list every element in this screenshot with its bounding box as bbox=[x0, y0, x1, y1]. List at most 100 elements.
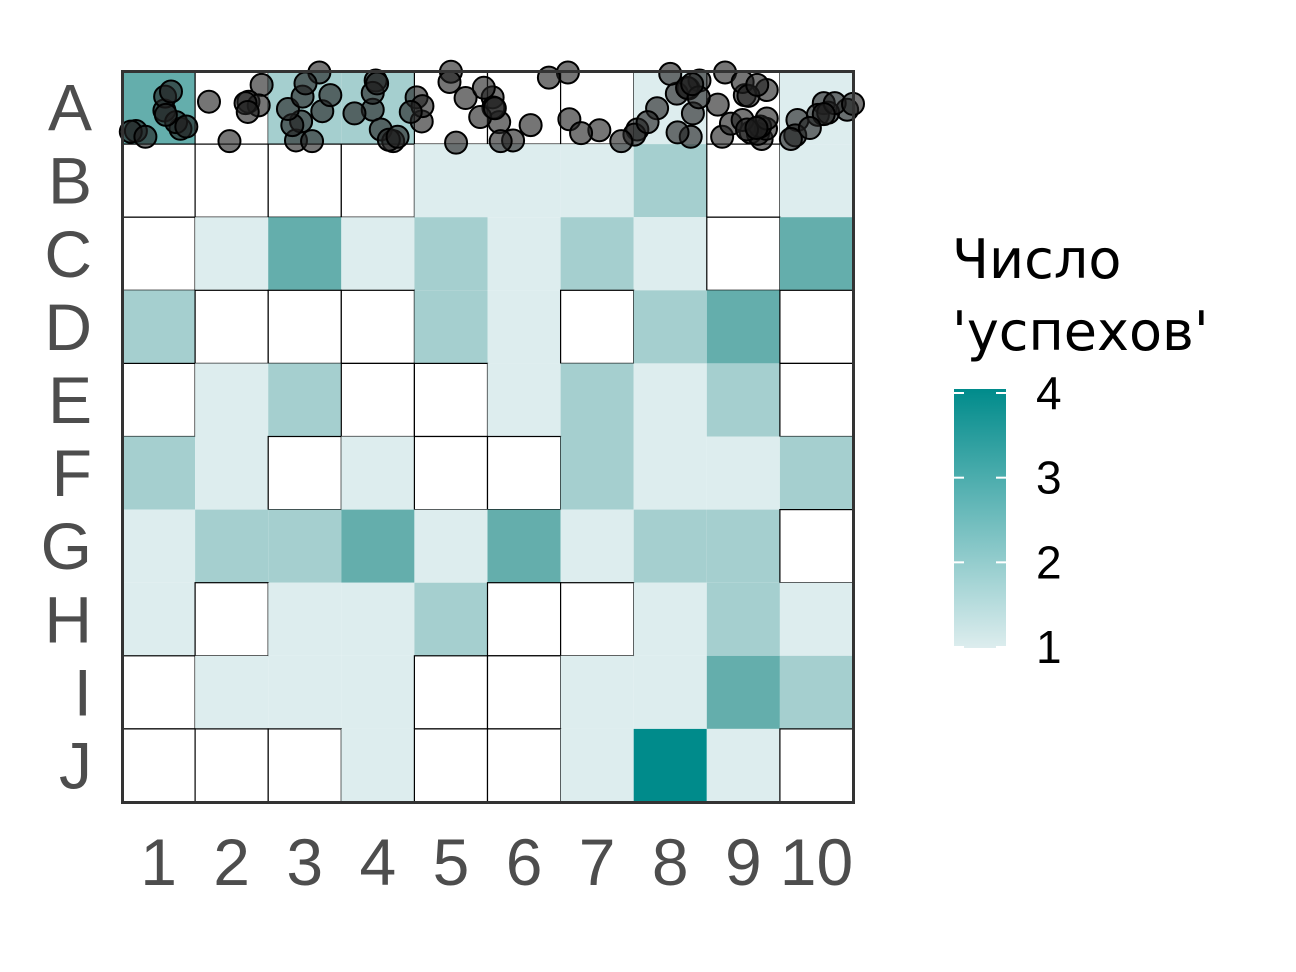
scatter-point-68 bbox=[536, 65, 561, 90]
scatter-point-70 bbox=[658, 61, 683, 86]
legend-tick-label-2: 2 bbox=[1036, 536, 1062, 588]
heatmap-cell-H6 bbox=[486, 582, 562, 657]
heatmap-cell-G8 bbox=[633, 509, 707, 583]
scatter-point-16 bbox=[444, 130, 469, 155]
heatmap-cell-F10 bbox=[779, 436, 853, 510]
heatmap-cell-C1 bbox=[121, 216, 196, 291]
heatmap-cell-D3 bbox=[267, 289, 342, 364]
heatmap-cell-E6 bbox=[487, 363, 561, 437]
scatter-point-95 bbox=[482, 96, 507, 121]
scatter-point-50 bbox=[153, 102, 178, 127]
scatter-point-71 bbox=[665, 120, 690, 145]
heatmap-cell-C2 bbox=[195, 217, 269, 291]
heatmap-cell-B4 bbox=[340, 143, 415, 218]
heatmap-cell-G7 bbox=[560, 509, 634, 583]
heatmap-cell-C7 bbox=[560, 217, 634, 291]
heatmap-cell-D6 bbox=[487, 290, 561, 364]
heatmap-cell-D7 bbox=[559, 289, 635, 364]
heatmap-cell-D2 bbox=[194, 289, 269, 364]
x-tick-label-2: 2 bbox=[213, 825, 250, 899]
heatmap-cell-F2 bbox=[195, 436, 269, 510]
heatmap-cell-F3 bbox=[267, 435, 342, 511]
scatter-point-27 bbox=[518, 113, 543, 138]
heatmap-cell-J8 bbox=[633, 728, 707, 802]
scatter-point-98 bbox=[680, 72, 705, 97]
heatmap-cell-D9 bbox=[706, 290, 780, 364]
heatmap-cell-I2 bbox=[195, 655, 269, 729]
scatter-point-60 bbox=[217, 129, 242, 154]
heatmap-cell-J3 bbox=[267, 728, 342, 803]
heatmap-cell-I1 bbox=[121, 655, 196, 730]
heatmap-cell-G3 bbox=[268, 509, 342, 583]
heatmap-cell-J2 bbox=[194, 728, 269, 803]
heatmap-cell-E9 bbox=[706, 363, 780, 437]
scatter-point-100 bbox=[745, 72, 770, 97]
heatmap-cell-B1 bbox=[121, 143, 196, 218]
x-tick-label-9: 9 bbox=[725, 825, 762, 899]
heatmap-cell-H8 bbox=[633, 582, 707, 656]
scatter-point-21 bbox=[453, 86, 478, 111]
heatmap-cell-F1 bbox=[122, 436, 196, 510]
scatter-point-80 bbox=[635, 110, 660, 135]
x-tick-labels: 1 2 3 4 5 6 7 8 9 10 bbox=[140, 825, 853, 899]
heatmap-cell-G1 bbox=[122, 509, 196, 583]
scatter-point-74 bbox=[778, 126, 803, 151]
scatter-points bbox=[118, 59, 865, 155]
scatter-point-93 bbox=[235, 99, 260, 124]
heatmap-cell-D10 bbox=[779, 289, 854, 364]
heatmap-cell-E1 bbox=[121, 362, 196, 438]
heatmap-cell-H10 bbox=[779, 582, 853, 656]
y-tick-label-J: J bbox=[59, 728, 92, 802]
scatter-point-102 bbox=[744, 116, 769, 141]
heatmap-cell-E4 bbox=[340, 362, 415, 438]
heatmap-cell-I6 bbox=[486, 655, 562, 730]
y-tick-label-I: I bbox=[74, 655, 92, 729]
heatmap-cell-F6 bbox=[486, 435, 562, 511]
heatmap-cell-C6 bbox=[487, 217, 561, 291]
heatmap-cell-G9 bbox=[706, 509, 780, 583]
scatter-point-63 bbox=[342, 101, 367, 126]
legend: Число 'успехов' 1 2 3 4 bbox=[952, 228, 1209, 673]
heatmap-cell-B6 bbox=[487, 144, 561, 218]
scatter-point-94 bbox=[385, 124, 410, 149]
heatmap-cell-J4 bbox=[341, 728, 415, 802]
heatmap-cell-C5 bbox=[414, 217, 488, 291]
heatmap-cell-J10 bbox=[779, 728, 854, 803]
y-tick-label-B: B bbox=[48, 144, 92, 218]
heatmap-cell-I4 bbox=[341, 655, 415, 729]
heatmap-cell-C3 bbox=[268, 217, 342, 291]
scatter-point-44 bbox=[609, 129, 634, 154]
heatmap-cell-H7 bbox=[559, 582, 635, 657]
heatmap-cell-I3 bbox=[268, 655, 342, 729]
heatmap-cell-C4 bbox=[341, 217, 415, 291]
x-tick-label-3: 3 bbox=[286, 825, 323, 899]
heatmap-cell-E10 bbox=[779, 362, 854, 438]
heatmap-cell-G10 bbox=[779, 509, 854, 584]
scatter-point-96 bbox=[488, 129, 513, 154]
scatter-point-87 bbox=[398, 99, 423, 124]
heatmap-cell-H4 bbox=[341, 582, 415, 656]
heatmap-cell-I9 bbox=[706, 655, 780, 729]
heatmap-cell-E8 bbox=[633, 363, 707, 437]
heatmap-cell-G2 bbox=[195, 509, 269, 583]
x-tick-label-6: 6 bbox=[506, 825, 543, 899]
heatmap-cell-E2 bbox=[195, 363, 269, 437]
legend-ticks: 1 2 3 4 bbox=[954, 367, 1062, 673]
heatmap-cell-F8 bbox=[633, 436, 707, 510]
x-tick-label-8: 8 bbox=[652, 825, 689, 899]
heatmap-cell-B5 bbox=[414, 144, 488, 218]
heatmap-cells bbox=[121, 70, 854, 803]
heatmap-cell-C8 bbox=[633, 217, 707, 291]
legend-title-line-1: Число bbox=[952, 228, 1121, 291]
heatmap-cell-B2 bbox=[194, 143, 269, 218]
heatmap-cell-F9 bbox=[706, 436, 780, 510]
y-tick-label-D: D bbox=[44, 290, 92, 364]
heatmap-cell-I10 bbox=[779, 655, 853, 729]
heatmap-cell-G6 bbox=[487, 509, 561, 583]
scatter-point-59 bbox=[196, 89, 221, 114]
scatter-point-86 bbox=[300, 129, 325, 154]
heatmap-cell-B9 bbox=[706, 143, 781, 218]
legend-title: Число 'успехов' bbox=[952, 228, 1209, 363]
y-tick-label-C: C bbox=[44, 217, 92, 291]
